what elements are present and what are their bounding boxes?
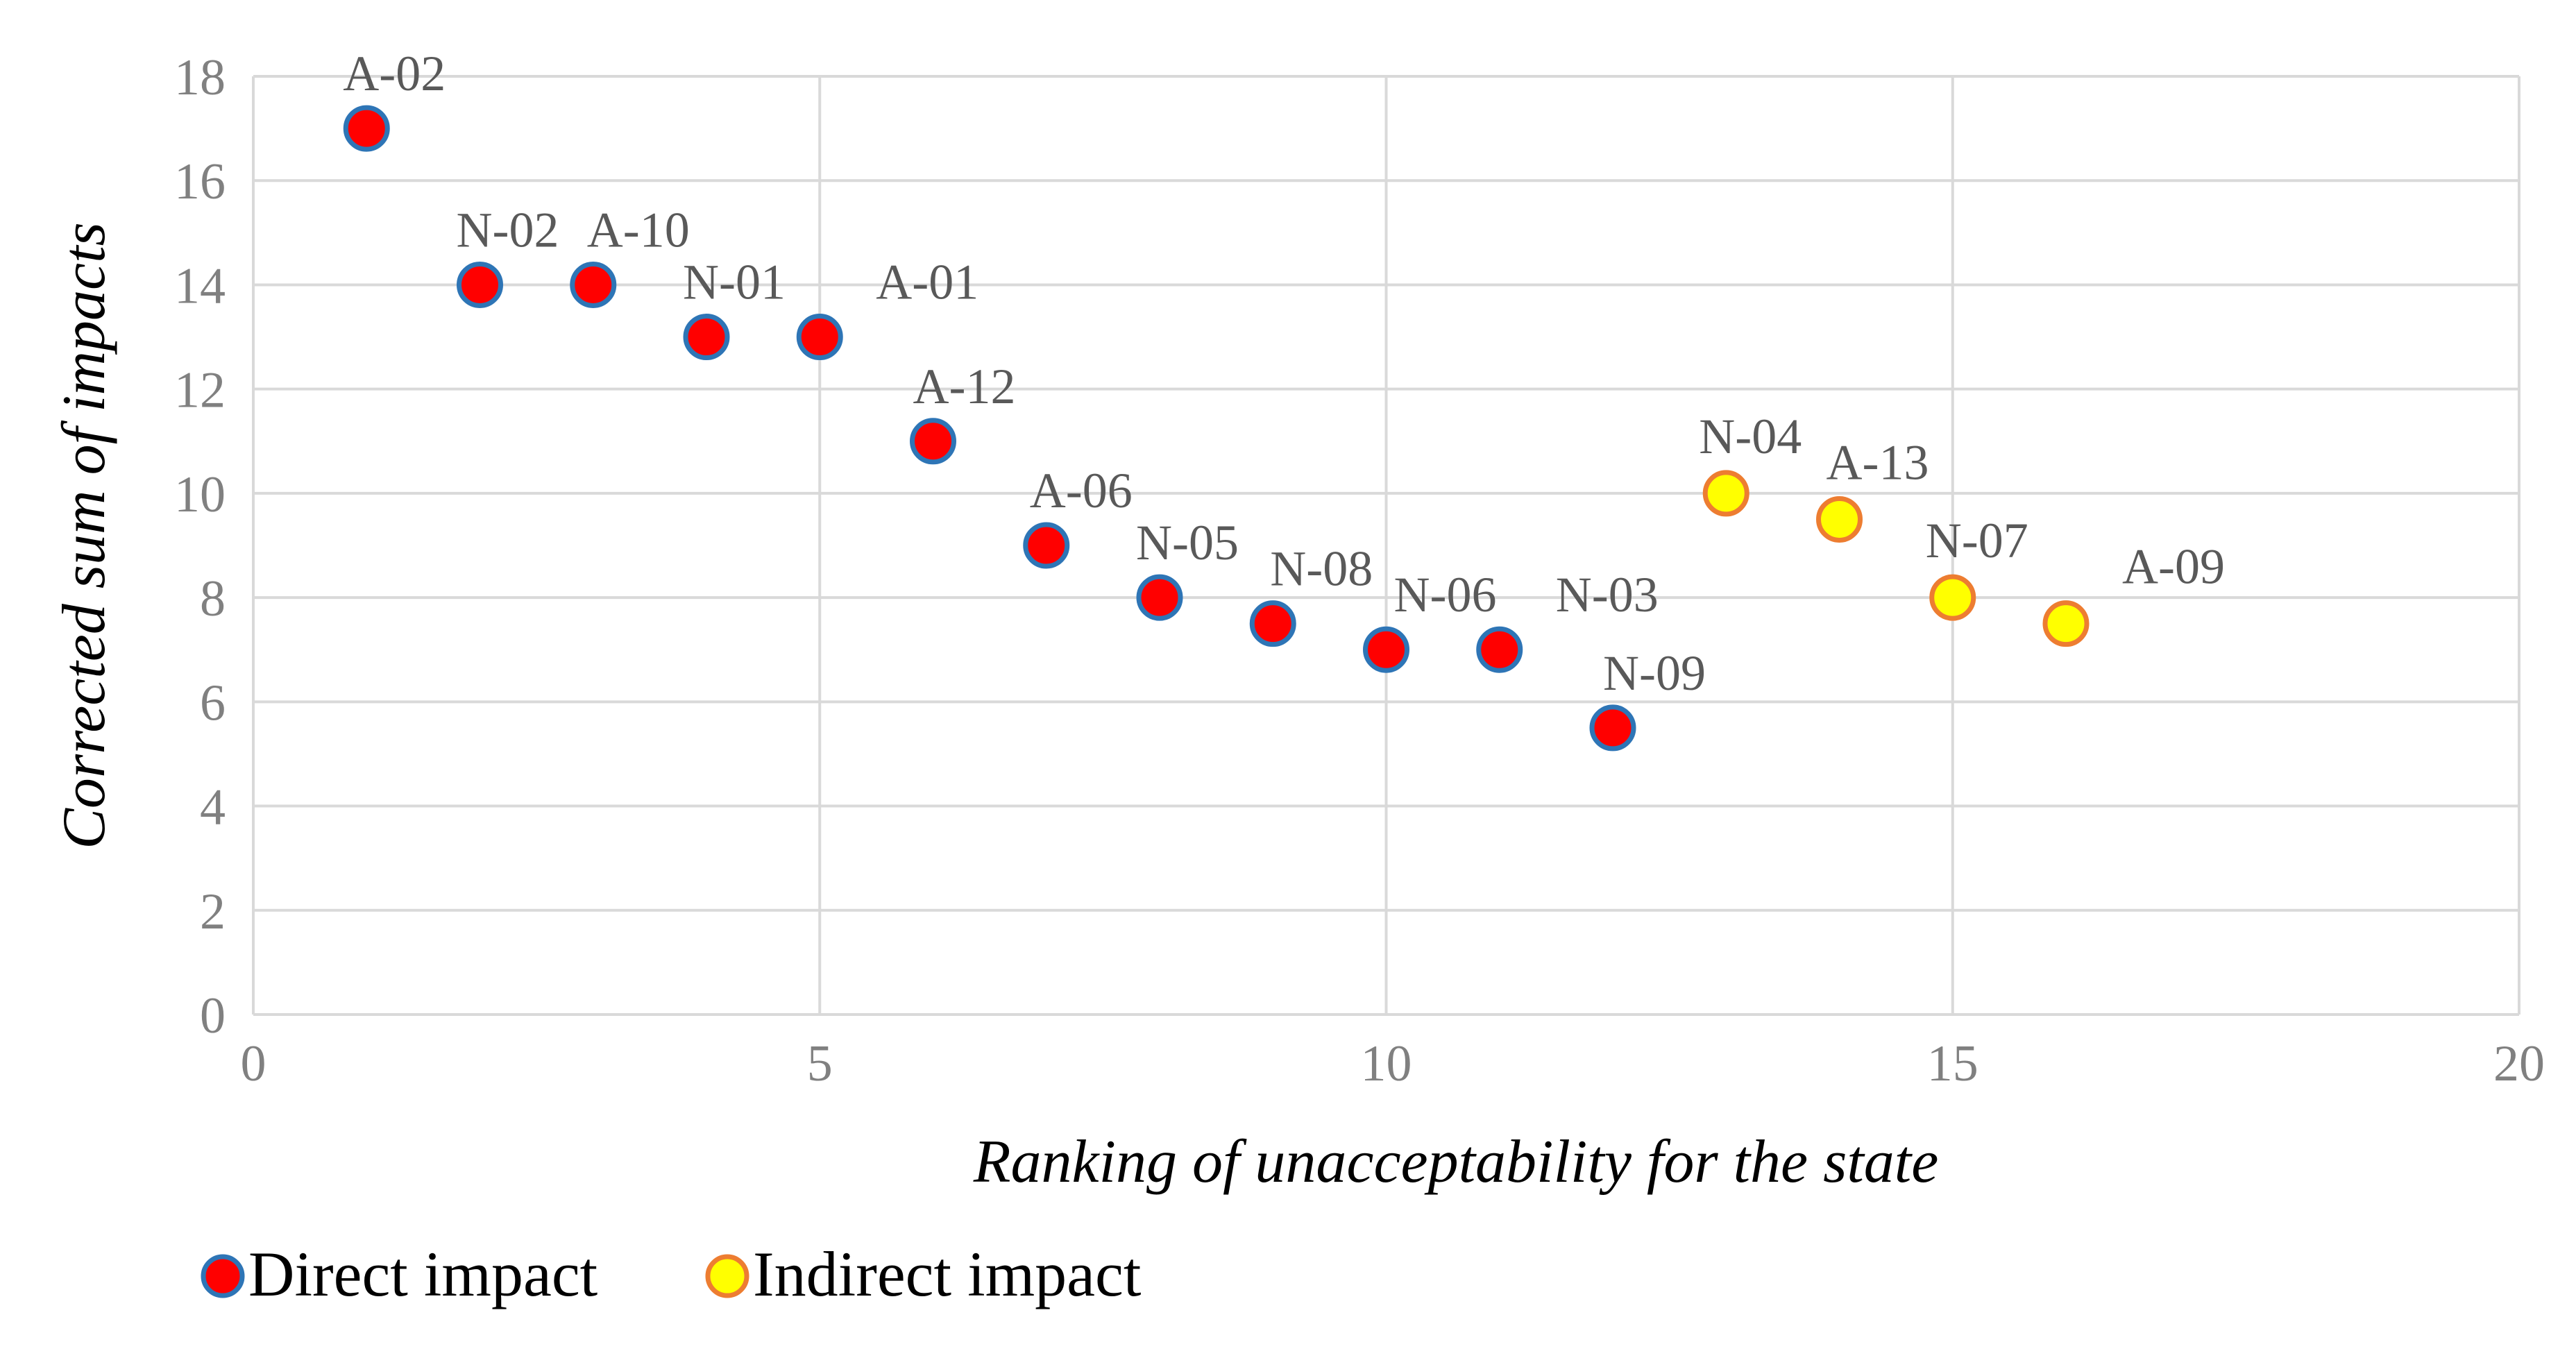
point-label: A-06 — [1030, 463, 1133, 518]
y-tick-label: 8 — [200, 570, 226, 627]
x-tick-label: 0 — [241, 1035, 266, 1092]
y-tick-label: 14 — [174, 257, 226, 314]
tick-labels: 0 2 4 6 8 10 12 14 16 18 0 5 10 15 20 — [174, 49, 2545, 1092]
point-label: N-04 — [1699, 409, 1802, 464]
direct-impact-point — [457, 261, 503, 308]
legend: Direct impact Indirect impact — [201, 1239, 1142, 1309]
point-label: A-01 — [876, 255, 978, 310]
direct-impact-point — [1023, 522, 1070, 569]
x-tick-label: 5 — [807, 1035, 833, 1092]
x-tick-label: 15 — [1927, 1035, 1978, 1092]
y-tick-label: 16 — [174, 153, 226, 210]
y-axis-title: Corrected sum of impacts — [51, 222, 118, 849]
direct-impact-point — [1363, 626, 1409, 673]
y-tick-label: 2 — [200, 883, 226, 940]
direct-impact-point — [683, 314, 730, 361]
legend-label-indirect: Indirect impact — [753, 1239, 1142, 1309]
y-tick-label: 6 — [200, 674, 226, 731]
direct-impact-point — [570, 261, 617, 308]
direct-impact-point — [343, 105, 390, 152]
point-label: A-13 — [1827, 434, 1929, 490]
point-label: A-10 — [587, 202, 690, 257]
y-tick-label: 0 — [200, 987, 226, 1044]
point-label: N-03 — [1556, 567, 1659, 622]
point-label: N-06 — [1394, 567, 1497, 622]
grid-lines — [252, 75, 2520, 1016]
direct-impact-point — [1136, 574, 1183, 621]
legend-label-direct: Direct impact — [248, 1239, 598, 1309]
y-tick-label: 18 — [174, 49, 226, 106]
direct-impact-point — [910, 418, 956, 465]
direct-impact-point — [796, 314, 843, 361]
point-label: N-05 — [1136, 515, 1239, 570]
data-points — [343, 105, 2090, 752]
indirect-impact-point — [1702, 470, 1749, 517]
legend-marker-indirect — [705, 1254, 749, 1298]
point-label: A-02 — [343, 46, 446, 101]
legend-marker-direct — [201, 1254, 245, 1298]
point-label: A-12 — [913, 359, 1016, 414]
point-label: A-09 — [2122, 539, 2225, 595]
y-tick-label: 4 — [200, 779, 226, 836]
x-tick-label: 10 — [1361, 1035, 1412, 1092]
direct-impact-point — [1589, 704, 1636, 752]
point-label: N-01 — [683, 255, 786, 310]
x-tick-label: 20 — [2493, 1035, 2545, 1092]
y-tick-label: 10 — [174, 466, 226, 523]
point-label: N-07 — [1926, 513, 2028, 568]
direct-impact-point — [1476, 626, 1523, 673]
point-label: N-08 — [1270, 541, 1373, 597]
point-label: N-02 — [457, 202, 559, 257]
x-axis-title: Ranking of unacceptability for the state — [973, 1128, 1939, 1196]
indirect-impact-point — [2042, 600, 2090, 647]
indirect-impact-point — [1929, 574, 1976, 621]
indirect-impact-point — [1816, 495, 1863, 543]
y-tick-label: 12 — [174, 362, 226, 419]
point-labels: A-02 N-02 A-10N-01 A-01 A-12 A-06N-05 N-08 N-06… — [343, 46, 2225, 701]
point-label: N-09 — [1603, 645, 1706, 701]
direct-impact-point — [1249, 600, 1296, 647]
